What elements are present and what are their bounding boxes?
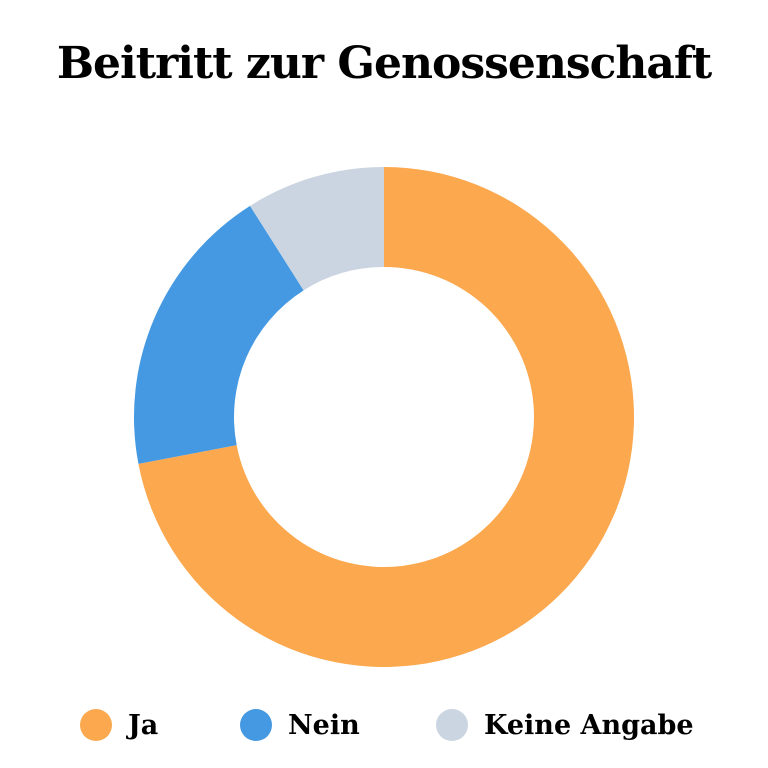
legend-label-ja: Ja [128,709,159,741]
legend-item-ja[interactable]: Ja [80,703,158,747]
legend-label-keine-angabe: Keine Angabe [484,709,694,741]
legend-label-nein: Nein [288,709,360,741]
chart-legend: Ja Nein Keine Angabe [0,703,768,747]
legend-item-nein[interactable]: Nein [240,703,360,747]
legend-item-keine-angabe[interactable]: Keine Angabe [436,703,694,747]
legend-swatch-nein [240,709,272,741]
legend-swatch-keine-angabe [436,709,468,741]
legend-swatch-ja [80,709,112,741]
donut-slices [134,167,634,667]
slice-nein[interactable] [134,205,304,464]
donut-chart [134,167,634,667]
chart-title: Beitritt zur Genossenschaft [56,38,712,89]
slice-ja[interactable] [138,167,634,667]
slice-keine-angabe[interactable] [250,167,384,291]
